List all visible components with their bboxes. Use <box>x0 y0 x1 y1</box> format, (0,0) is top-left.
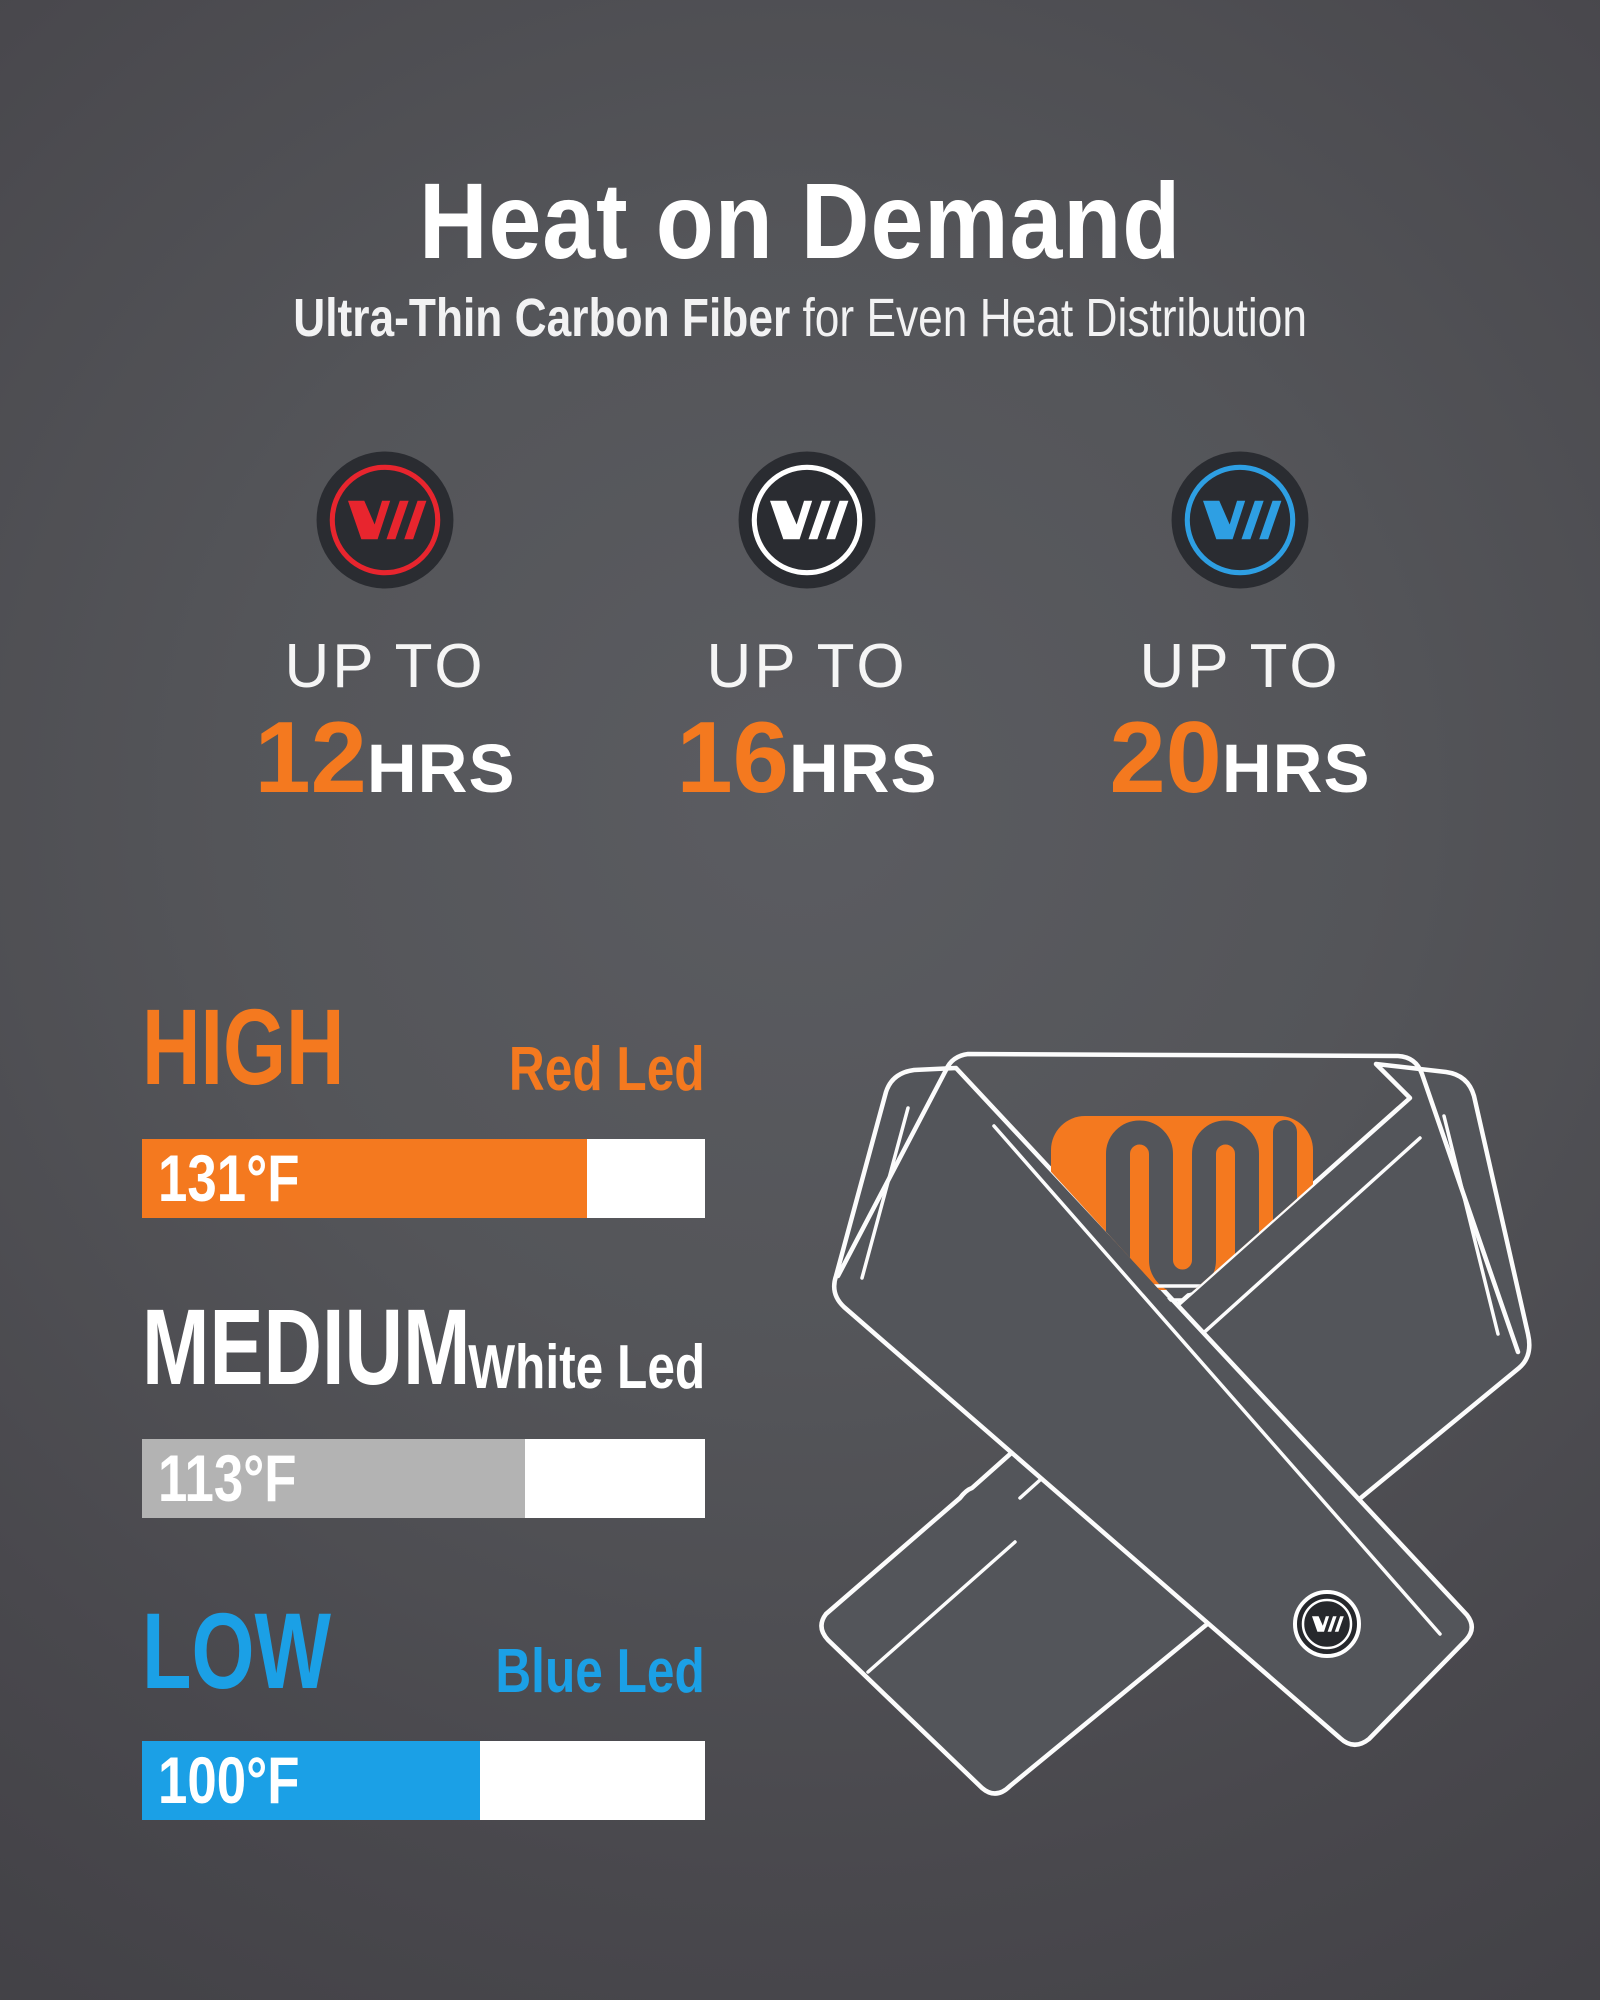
up-to-label: UP TO <box>284 632 486 701</box>
brand-logo-white-icon <box>738 451 876 589</box>
page-subtitle: Ultra-Thin Carbon Fiber for Even Heat Di… <box>0 291 1600 345</box>
subtitle-bold: Ultra-Thin Carbon Fiber <box>293 288 791 348</box>
led-label-white: White Led <box>468 1333 705 1402</box>
temp-bar-medium: 113°F <box>142 1439 705 1518</box>
hours-unit: HRS <box>788 730 938 807</box>
duration-col-20hrs: UP TO 20HRS <box>1070 446 1410 809</box>
up-to-label: UP TO <box>706 632 908 701</box>
duration-value: 20HRS <box>1109 708 1370 809</box>
temp-value: 100°F <box>158 1743 300 1817</box>
subtitle-rest: for Even Heat Distribution <box>790 288 1307 348</box>
page-title: Heat on Demand <box>418 160 1182 281</box>
duration-col-12hrs: UP TO 12HRS <box>215 446 555 809</box>
hours-number: 20 <box>1109 702 1222 814</box>
up-to-label: UP TO <box>1139 632 1341 701</box>
heat-level-name-high: HIGH <box>142 986 345 1107</box>
scarf-neck-panel <box>835 1051 1521 1355</box>
temp-bar-fill: 100°F <box>142 1741 480 1820</box>
duration-col-16hrs: UP TO 16HRS <box>637 446 977 809</box>
hours-number: 16 <box>676 702 789 814</box>
brand-logo-red-icon <box>316 451 454 589</box>
led-label-red: Red Led <box>509 1035 705 1104</box>
hours-number: 12 <box>254 702 367 814</box>
hours-unit: HRS <box>1221 730 1371 807</box>
hours-unit: HRS <box>366 730 516 807</box>
temp-bar-fill: 113°F <box>142 1439 525 1518</box>
led-label-blue: Blue Led <box>495 1637 705 1706</box>
heat-level-name-medium: MEDIUM <box>142 1286 471 1407</box>
heat-level-name-low: LOW <box>142 1590 331 1711</box>
temp-bar-high: 131°F <box>142 1139 705 1218</box>
duration-value: 16HRS <box>676 708 937 809</box>
temp-bar-low: 100°F <box>142 1741 705 1820</box>
temp-value: 131°F <box>158 1141 300 1215</box>
temp-bar-fill: 131°F <box>142 1139 587 1218</box>
temp-value: 113°F <box>158 1441 297 1515</box>
brand-logo-blue-icon <box>1171 451 1309 589</box>
scarf-left-band <box>832 1065 1474 1747</box>
duration-value: 12HRS <box>254 708 515 809</box>
scarf-illustration <box>819 1051 1532 1796</box>
scarf-control-button <box>1293 1590 1361 1658</box>
